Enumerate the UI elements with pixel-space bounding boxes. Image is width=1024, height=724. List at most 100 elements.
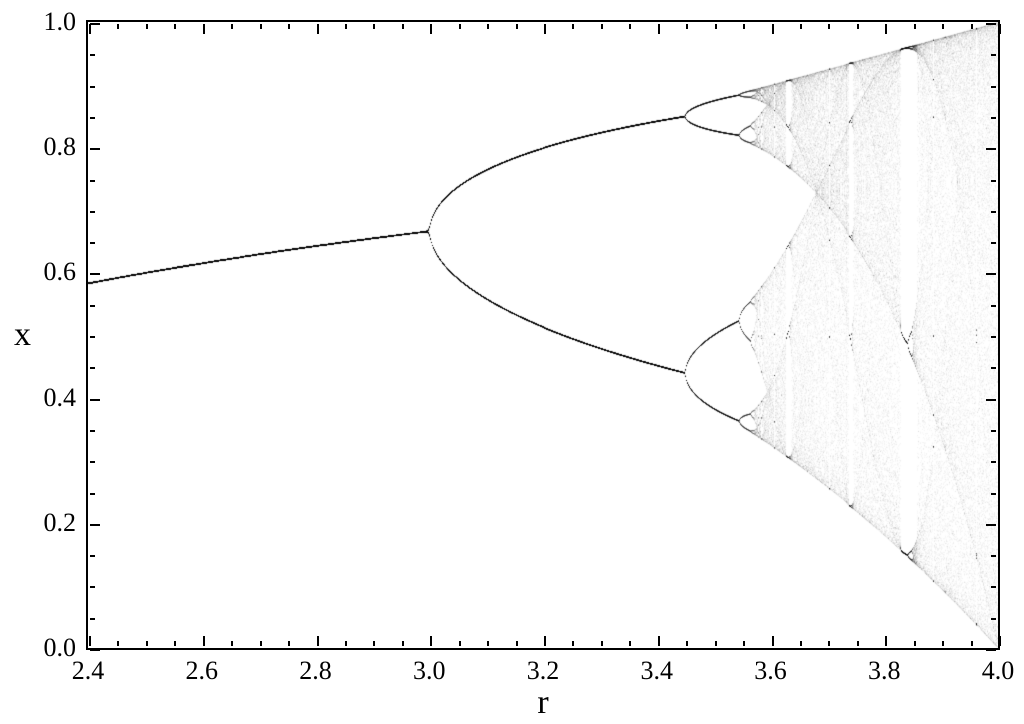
tick	[715, 641, 717, 646]
tick	[991, 180, 996, 182]
tick	[601, 24, 603, 29]
tick	[288, 641, 290, 646]
tick	[772, 636, 774, 646]
y-tick-label: 0.0	[44, 633, 77, 663]
tick	[459, 641, 461, 646]
x-tick-label: 3.8	[868, 656, 901, 686]
tick	[90, 367, 95, 369]
tick	[942, 24, 944, 29]
x-tick-label: 3.4	[641, 656, 674, 686]
tick	[402, 641, 404, 646]
tick	[516, 24, 518, 29]
tick	[288, 24, 290, 29]
tick	[715, 24, 717, 29]
tick	[345, 641, 347, 646]
tick	[487, 24, 489, 29]
tick	[942, 641, 944, 646]
tick	[572, 641, 574, 646]
tick	[991, 367, 996, 369]
tick	[203, 636, 205, 646]
tick	[991, 618, 996, 620]
tick	[986, 23, 996, 25]
tick	[430, 24, 432, 34]
tick	[90, 649, 100, 651]
tick	[90, 461, 95, 463]
tick	[117, 641, 119, 646]
tick	[231, 641, 233, 646]
x-tick-label: 3.2	[527, 656, 560, 686]
y-tick-label: 0.4	[44, 383, 77, 413]
tick	[90, 86, 95, 88]
tick	[90, 305, 95, 307]
tick	[89, 24, 91, 34]
x-tick-label: 2.8	[299, 656, 332, 686]
tick	[572, 24, 574, 29]
tick	[991, 54, 996, 56]
tick	[986, 399, 996, 401]
tick	[90, 117, 95, 119]
tick	[90, 148, 100, 150]
tick	[658, 636, 660, 646]
x-axis-label: r	[537, 684, 548, 722]
tick	[629, 641, 631, 646]
x-tick-label: 2.6	[186, 656, 219, 686]
tick	[885, 636, 887, 646]
tick	[971, 24, 973, 29]
tick	[90, 211, 95, 213]
tick	[90, 430, 95, 432]
tick	[743, 24, 745, 29]
tick	[686, 24, 688, 29]
tick	[260, 24, 262, 29]
tick	[991, 86, 996, 88]
tick	[999, 24, 1001, 34]
tick	[373, 24, 375, 29]
tick	[231, 24, 233, 29]
tick	[800, 24, 802, 29]
plot-area	[86, 20, 1000, 650]
tick	[402, 24, 404, 29]
tick	[90, 336, 95, 338]
x-tick-label: 3.0	[413, 656, 446, 686]
tick	[991, 117, 996, 119]
tick	[991, 586, 996, 588]
tick	[828, 24, 830, 29]
tick	[986, 524, 996, 526]
tick	[885, 24, 887, 34]
tick	[991, 336, 996, 338]
tick	[260, 641, 262, 646]
tick	[90, 399, 100, 401]
tick	[991, 555, 996, 557]
tick	[629, 24, 631, 29]
tick	[991, 211, 996, 213]
tick	[146, 24, 148, 29]
tick	[90, 555, 95, 557]
tick	[373, 641, 375, 646]
tick	[317, 636, 319, 646]
tick	[345, 24, 347, 29]
tick	[772, 24, 774, 34]
x-tick-label: 4.0	[982, 656, 1015, 686]
tick	[914, 641, 916, 646]
tick	[90, 618, 95, 620]
tick	[459, 24, 461, 29]
y-axis-label: x	[14, 316, 31, 354]
tick	[991, 430, 996, 432]
tick	[90, 586, 95, 588]
tick	[90, 23, 100, 25]
tick	[986, 273, 996, 275]
x-tick-label: 3.6	[754, 656, 787, 686]
tick	[991, 493, 996, 495]
tick	[743, 641, 745, 646]
tick	[90, 273, 100, 275]
tick	[986, 649, 996, 651]
tick	[991, 305, 996, 307]
x-tick-label: 2.4	[72, 656, 105, 686]
tick	[991, 461, 996, 463]
tick	[90, 493, 95, 495]
tick	[174, 24, 176, 29]
tick	[986, 148, 996, 150]
tick	[174, 641, 176, 646]
tick	[487, 641, 489, 646]
tick	[828, 641, 830, 646]
tick	[544, 24, 546, 34]
